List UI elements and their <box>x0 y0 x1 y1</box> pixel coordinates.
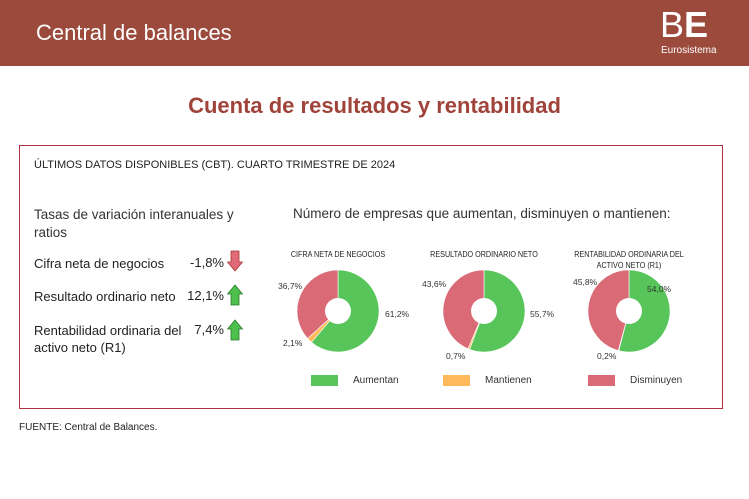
chart-title: RESULTADO ORDINARIO NETO <box>430 250 538 259</box>
data-label-aumentan: 61,2% <box>385 309 410 319</box>
data-label-mantienen: 2,1% <box>283 338 303 348</box>
panel-heading: ÚLTIMOS DATOS DISPONIBLES (CBT). CUARTO … <box>34 159 396 171</box>
donut-hole <box>471 298 497 324</box>
indicator-label: Cifra neta de negocios <box>34 256 165 271</box>
indicator-label: Resultado ordinario neto <box>34 289 176 304</box>
donut-chart-cifra-negocios: CIFRA NETA DE NEGOCIOS 36,7% 61,2% 2,1% <box>263 246 413 396</box>
slice-aumentan <box>618 269 671 353</box>
chart-title: CIFRA NETA DE NEGOCIOS <box>290 250 386 259</box>
data-label-disminuyen: 45,8% <box>573 277 598 287</box>
data-label-disminuyen: 36,7% <box>278 281 303 291</box>
data-label-aumentan: 55,7% <box>530 309 555 319</box>
data-label-mantienen: 0,2% <box>597 351 617 361</box>
data-label-aumentan: 54,0% <box>647 284 672 294</box>
charts-title: Número de empresas que aumentan, disminu… <box>293 206 671 221</box>
indicator-label: Rentabilidad ordinaria del activo neto (… <box>34 323 182 355</box>
legend-item-disminuyen: Disminuyen <box>588 375 682 386</box>
page-title: Cuenta de resultados y rentabilidad <box>188 93 561 118</box>
chart-title: RENTABILIDAD ORDINARIA DEL ACTIVO NETO (… <box>574 250 684 270</box>
data-label-mantienen: 0,7% <box>446 351 466 361</box>
legend-item-mantienen: Mantienen <box>443 375 532 386</box>
legend-swatch <box>443 375 470 386</box>
slice-aumentan <box>469 269 526 353</box>
donut-chart-resultado-ordinario: RESULTADO ORDINARIO NETO 43,6% 55,7% 0,7… <box>409 246 559 396</box>
indicators-title: Tasas de variación interanuales y ratios <box>34 207 234 240</box>
legend-swatch <box>311 375 338 386</box>
slice-disminuyen <box>296 269 339 339</box>
donut-hole <box>325 298 351 324</box>
donut-svg <box>442 269 526 353</box>
slice-disminuyen <box>442 269 485 350</box>
legend-item-aumentan: Aumentan <box>311 375 399 386</box>
donut-chart-rentabilidad: RENTABILIDAD ORDINARIA DEL ACTIVO NETO (… <box>554 246 704 396</box>
app-title: Central de balances <box>36 20 232 45</box>
slice-disminuyen <box>587 269 630 351</box>
source-note: FUENTE: Central de Balances. <box>19 422 158 433</box>
donut-hole <box>616 298 642 324</box>
indicator-value: 7,4% <box>194 322 224 337</box>
arrow-up-icon <box>227 319 243 341</box>
data-label-disminuyen: 43,6% <box>422 279 447 289</box>
donut-svg <box>587 269 671 353</box>
donut-svg <box>296 269 380 353</box>
data-panel: ÚLTIMOS DATOS DISPONIBLES (CBT). CUARTO … <box>19 145 723 409</box>
indicator-value: -1,8% <box>190 255 224 270</box>
indicator-value: 12,1% <box>187 288 224 303</box>
arrow-down-icon <box>227 250 243 272</box>
legend-swatch <box>588 375 615 386</box>
arrow-up-icon <box>227 284 243 306</box>
